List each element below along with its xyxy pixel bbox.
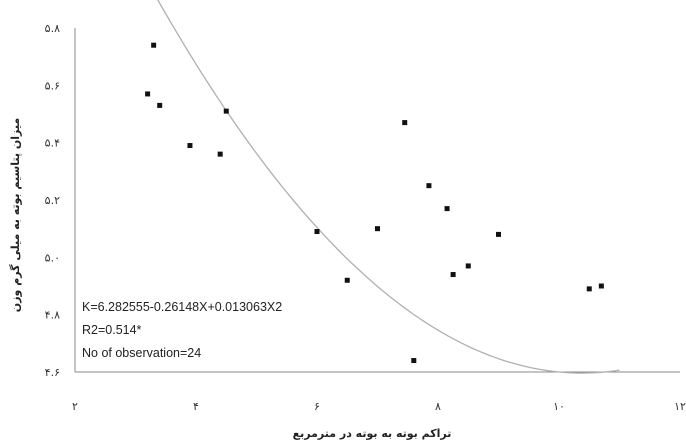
tick-labels: ۲ ۴ ۶ ۸ ۱۰ ۱۲ ۴.۶ ۴.۸ ۵.۰ ۵.۲ ۵.۴ ۵.۶ ۵.۸ (45, 22, 686, 413)
trendline (157, 0, 620, 374)
data-point (344, 277, 350, 283)
y-tick-label: ۴.۶ (45, 366, 60, 379)
data-point (598, 283, 604, 289)
y-axis-label: میزان پتاسیم بوته به میلی گرم وزن (9, 118, 22, 312)
x-tick-label: ۲ (72, 400, 78, 413)
x-tick-label: ۴ (193, 400, 199, 413)
data-point (187, 143, 193, 149)
x-axis-label: تراکم بوته به بوته در مترمربع (293, 427, 452, 440)
x-tick-label: ۸ (435, 400, 441, 413)
data-point (223, 108, 229, 114)
y-tick-label: ۵.۶ (45, 79, 60, 92)
y-tick-label: ۵.۴ (45, 137, 60, 150)
annotations: K=6.282555-0.26148X+0.013063X2 R2=0.514*… (82, 300, 282, 360)
data-point (411, 358, 417, 364)
data-point (314, 229, 320, 235)
data-point (151, 42, 157, 48)
data-point (450, 272, 456, 278)
equation-annotation: K=6.282555-0.26148X+0.013063X2 (82, 300, 282, 314)
y-tick-label: ۵.۰ (45, 251, 60, 264)
data-point (145, 91, 151, 97)
axes (74, 28, 680, 373)
x-tick-label: ۶ (314, 400, 320, 413)
data-point (426, 183, 432, 189)
y-tick-label: ۵.۸ (45, 22, 60, 35)
observations-annotation: No of observation=24 (82, 346, 201, 360)
data-point (402, 120, 408, 126)
y-tick-label: ۴.۸ (45, 309, 60, 322)
data-point (586, 286, 592, 292)
y-tick-label: ۵.۲ (45, 194, 60, 207)
data-point (496, 231, 501, 237)
points-group (145, 42, 604, 364)
trendline-group (157, 0, 620, 374)
x-tick-label: ۱۰ (553, 400, 565, 413)
r2-annotation: R2=0.514* (82, 323, 142, 337)
data-point (465, 263, 471, 269)
data-point (157, 102, 163, 108)
data-point (375, 226, 380, 232)
x-tick-label: ۱۲ (674, 400, 686, 413)
data-point (444, 206, 450, 212)
data-point (217, 151, 223, 157)
